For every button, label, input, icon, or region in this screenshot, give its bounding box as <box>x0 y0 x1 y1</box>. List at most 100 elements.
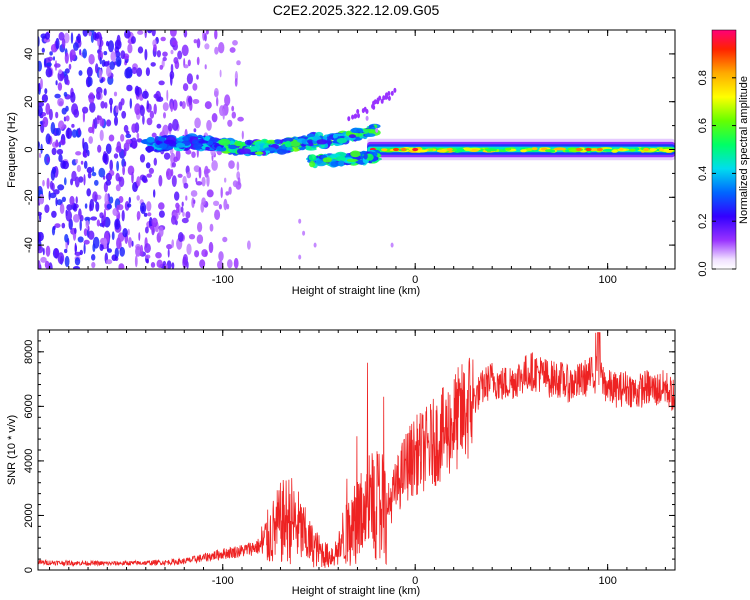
spectrogram-noise-blob <box>201 197 206 206</box>
spectrogram-noise-blob <box>88 92 95 104</box>
spectrogram-noise-blob <box>74 227 77 234</box>
spectrogram-noise-blob <box>73 109 80 118</box>
colorbar-gradient <box>711 29 737 270</box>
spectrogram-noise-blob <box>115 184 121 192</box>
spectrogram-noise-blob <box>42 116 49 128</box>
spectrogram-noise-blob <box>153 157 157 166</box>
spectrogram-split-blob <box>316 139 328 145</box>
spectrogram-faint-point <box>375 127 379 133</box>
spectrogram-noise-blob <box>186 243 192 255</box>
spectrogram-noise-blob <box>199 259 206 269</box>
spectrogram-noise-blob <box>185 149 192 155</box>
spectrogram-core-blob <box>619 147 624 151</box>
spectrogram-split-blob <box>350 150 361 158</box>
spectrogram-noise-blob <box>158 210 165 218</box>
spectrogram-noise-blob <box>162 102 169 112</box>
spectrogram-noise-blob <box>40 256 47 263</box>
spectrogram-noise-blob <box>79 49 82 56</box>
spectrogram-noise-blob <box>42 247 45 256</box>
spectrogram-noise-blob <box>151 132 157 138</box>
spectrogram-noise-blob <box>167 122 173 132</box>
spectrogram-noise-blob <box>39 194 44 205</box>
spectrogram-faint-point <box>298 254 302 260</box>
spectrogram-noise-blob <box>220 187 223 199</box>
spectrogram-noise-blob <box>110 51 117 62</box>
spectrogram-noise-blob <box>227 259 233 269</box>
spectrogram-noise-blob <box>227 119 233 127</box>
spectrogram-noise-blob <box>163 152 171 160</box>
spectrogram-noise-blob <box>188 95 193 106</box>
spectrogram-noise-blob <box>75 158 79 164</box>
spectrogram-noise-blob <box>191 151 196 158</box>
spectrogram-noise-blob <box>241 130 244 140</box>
spectrogram-noise-blob <box>88 230 95 240</box>
spectrogram-noise-blob <box>92 236 100 249</box>
spectrogram-noise-blob <box>136 132 140 140</box>
spectrogram-noise-blob <box>181 201 184 207</box>
spectrogram-noise-blob <box>64 177 67 186</box>
spectrogram-noise-blob <box>162 56 167 62</box>
spectrogram-noise-blob <box>145 226 149 234</box>
spectrogram-ytick-label: 20 <box>23 96 35 108</box>
spectrogram-core-blob <box>531 147 538 151</box>
spectrogram-noise-blob <box>173 57 179 64</box>
spectrogram-line-blob <box>163 139 175 145</box>
spectrogram-noise-blob <box>77 236 84 243</box>
spectrogram-noise-blob <box>73 42 79 51</box>
spectrogram-noise-blob <box>55 37 60 50</box>
colorbar-ticks: 0.0 0.2 0.4 0.6 0.8 <box>697 70 736 277</box>
spectrogram-noise-blob <box>45 67 53 78</box>
spectrogram-peak-blob <box>393 147 399 152</box>
spectrogram-core-blob <box>520 149 527 153</box>
spectrogram-noise-blob <box>176 206 180 214</box>
spectrogram-noise-blob <box>192 99 200 104</box>
spectrogram-noise-blob <box>171 175 177 188</box>
spectrogram-noise-blob <box>64 52 69 64</box>
spectrogram-peak-blob <box>446 147 453 152</box>
spectrogram-noise-blob <box>222 108 225 120</box>
spectrogram-noise-blob <box>186 73 193 85</box>
spectrogram-split-blob <box>315 159 323 165</box>
spectrogram-noise-blob <box>148 167 154 174</box>
spectrogram-noise-blob <box>69 49 76 61</box>
spectrogram-noise-blob <box>96 219 101 227</box>
spectrogram-noise-blob <box>56 199 63 206</box>
spectrogram-noise-blob <box>82 30 88 37</box>
spectrogram-noise-blob <box>114 116 118 126</box>
spectrogram-noise-blob <box>171 262 175 269</box>
spectrogram-noise-blob <box>183 64 189 69</box>
spectrogram-noise-blob <box>222 236 228 243</box>
spectrogram-noise-blob <box>146 173 152 178</box>
spectrogram-noise-blob <box>201 176 206 187</box>
spectrogram-noise-blob <box>159 64 164 70</box>
spectrogram-noise-blob <box>83 174 86 186</box>
spectrogram-ytick-label: 40 <box>23 48 35 60</box>
spectrogram-peak-blob <box>575 147 582 152</box>
spectrogram-noise-blob <box>40 78 43 90</box>
spectrogram-noise-blob <box>186 171 192 179</box>
spectrogram-core-blob <box>602 148 614 152</box>
spectrogram-noise-blob <box>80 160 84 165</box>
spectrogram-noise-blob <box>104 102 108 109</box>
spectrogram-streak-blob <box>351 114 355 120</box>
spectrogram-panel: -100 0 100 -40 -20 0 20 40 Height of straight l… <box>6 29 676 297</box>
spectrogram-split-blob <box>330 161 340 167</box>
spectrogram-noise-blob <box>126 130 130 135</box>
spectrogram-noise-blob <box>149 225 154 230</box>
spectrogram-noise-blob <box>106 203 113 210</box>
spectrogram-noise-blob <box>135 246 142 257</box>
spectrogram-noise-blob <box>138 232 141 241</box>
spectrogram-noise-blob <box>136 67 143 77</box>
spectrogram-noise-blob <box>192 83 198 91</box>
spectrogram-noise-blob <box>61 38 66 49</box>
spectrogram-noise-blob <box>82 106 89 114</box>
spectrogram-noise-blob <box>128 237 132 248</box>
spectrogram-noise-blob <box>121 110 127 119</box>
spectrogram-noise-blob <box>92 191 98 202</box>
spectrogram-noise-blob <box>46 177 50 190</box>
spectrogram-core-blob <box>649 148 657 152</box>
spectrogram-xtick-label: 100 <box>598 274 616 286</box>
spectrogram-noise-blob <box>45 245 51 257</box>
spectrogram-noise-blob <box>232 40 238 46</box>
